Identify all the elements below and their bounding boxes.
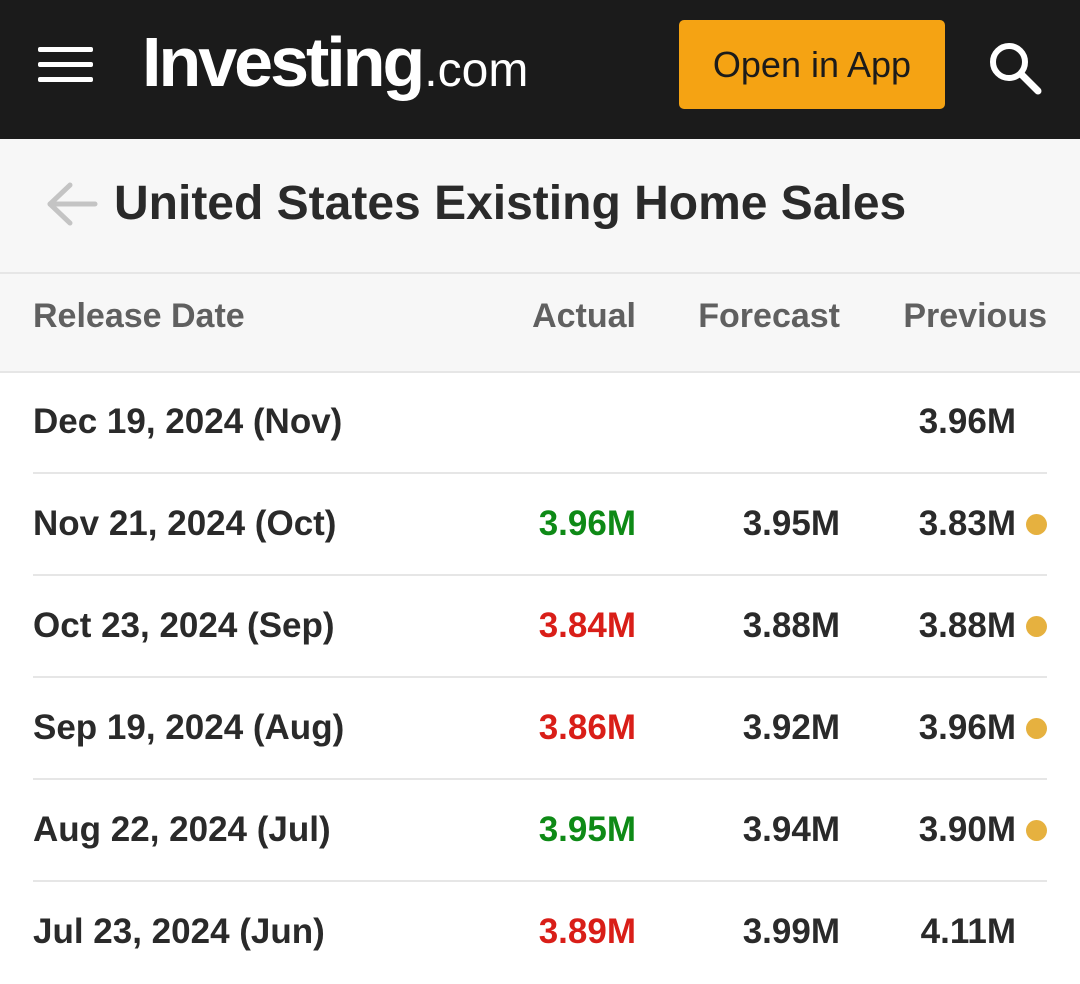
table-header: Release Date Actual Forecast Previous [0, 274, 1080, 373]
release-date-cell: Nov 21, 2024 (Oct) [33, 504, 337, 543]
table-row[interactable]: Jul 23, 2024 (Jun) 3.89M 3.99M 4.11M [0, 882, 1080, 984]
forecast-cell: 3.94M [742, 810, 840, 849]
column-header-previous: Previous [903, 297, 1047, 335]
page-title: United States Existing Home Sales [114, 177, 907, 230]
release-date-cell: Oct 23, 2024 (Sep) [33, 606, 335, 645]
logo-main-text: Investing [142, 23, 425, 101]
revised-dot-icon[interactable] [1026, 718, 1047, 739]
row-divider [33, 778, 1047, 780]
release-date-cell: Sep 19, 2024 (Aug) [33, 708, 345, 747]
column-header-forecast: Forecast [698, 297, 840, 335]
forecast-cell: 3.95M [742, 504, 840, 543]
previous-cell: 3.90M [918, 810, 1016, 849]
hamburger-menu-icon[interactable] [38, 45, 93, 83]
release-date-cell: Dec 19, 2024 (Nov) [33, 402, 343, 441]
revised-dot-icon[interactable] [1026, 820, 1047, 841]
page-title-bar: United States Existing Home Sales [0, 139, 1080, 274]
forecast-cell: 3.92M [742, 708, 840, 747]
release-date-cell: Jul 23, 2024 (Jun) [33, 912, 325, 951]
table-row[interactable]: Oct 23, 2024 (Sep) 3.84M 3.88M 3.88M [0, 576, 1080, 678]
forecast-cell: 3.88M [742, 606, 840, 645]
previous-cell: 3.96M [918, 402, 1016, 441]
forecast-cell: 3.99M [742, 912, 840, 951]
revised-dot-icon[interactable] [1026, 616, 1047, 637]
back-arrow-icon[interactable] [46, 181, 98, 227]
table-row[interactable]: Nov 21, 2024 (Oct) 3.96M 3.95M 3.83M [0, 474, 1080, 576]
revised-dot-icon[interactable] [1026, 514, 1047, 535]
actual-cell: 3.95M [538, 810, 636, 849]
actual-cell: 3.84M [538, 606, 636, 645]
table-row[interactable]: Aug 22, 2024 (Jul) 3.95M 3.94M 3.90M [0, 780, 1080, 882]
investing-logo[interactable]: Investing .com [142, 22, 528, 102]
previous-cell: 3.83M [918, 504, 1016, 543]
column-header-release-date: Release Date [33, 297, 245, 335]
previous-cell: 3.96M [918, 708, 1016, 747]
row-divider [33, 676, 1047, 678]
search-icon[interactable] [985, 38, 1045, 98]
release-date-cell: Aug 22, 2024 (Jul) [33, 810, 331, 849]
column-header-actual: Actual [532, 297, 636, 335]
actual-cell: 3.89M [538, 912, 636, 951]
row-divider [33, 574, 1047, 576]
actual-cell: 3.96M [538, 504, 636, 543]
previous-cell: 3.88M [918, 606, 1016, 645]
row-divider [33, 880, 1047, 882]
previous-cell: 4.11M [920, 912, 1016, 951]
actual-cell: 3.86M [538, 708, 636, 747]
row-divider [33, 472, 1047, 474]
open-in-app-button[interactable]: Open in App [679, 20, 945, 109]
table-row[interactable]: Sep 19, 2024 (Aug) 3.86M 3.92M 3.96M [0, 678, 1080, 780]
table-row[interactable]: Dec 19, 2024 (Nov) 3.96M [0, 372, 1080, 474]
logo-suffix-text: .com [424, 44, 529, 97]
top-navigation-bar: Investing .com Open in App [0, 0, 1080, 139]
